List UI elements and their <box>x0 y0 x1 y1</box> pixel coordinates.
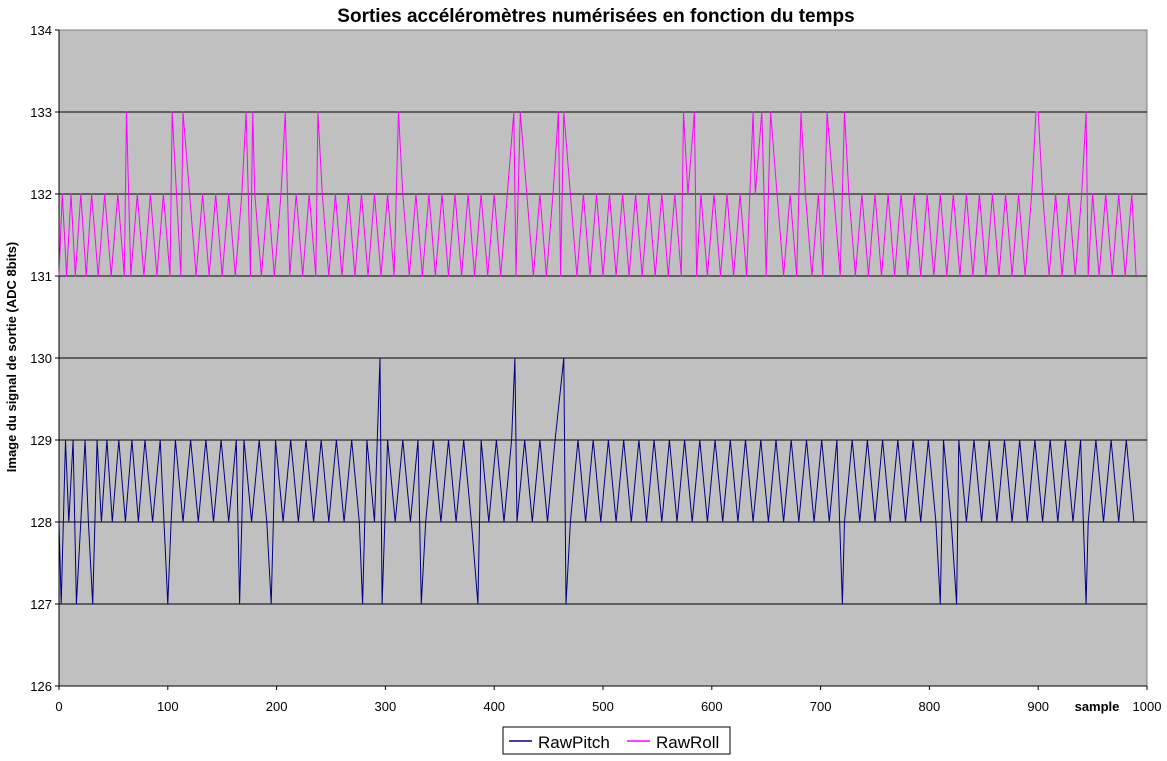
y-axis-label: Image du signal de sortie (ADC 8bits) <box>4 242 19 472</box>
y-tick-label: 133 <box>30 105 52 120</box>
legend-label-rawpitch: RawPitch <box>538 733 610 752</box>
x-tick-label: 500 <box>592 699 614 714</box>
x-tick-label: 300 <box>375 699 397 714</box>
plot-area-group: 126 127 128 129 130 131 132 133 134 0 100 200 300 400… <box>30 23 1161 714</box>
y-tick-label: 132 <box>30 187 52 202</box>
x-tick-label: 400 <box>483 699 505 714</box>
y-tick-label: 130 <box>30 351 52 366</box>
series-line-rawpitch <box>58 357 1135 605</box>
y-tick-label: 131 <box>30 269 52 284</box>
x-axis-label: sample <box>1075 699 1120 714</box>
x-tick-label: 600 <box>701 699 723 714</box>
x-tick-label: 0 <box>55 699 62 714</box>
x-tick-label: 200 <box>266 699 288 714</box>
y-tick-label: 128 <box>30 515 52 530</box>
legend-label-rawroll: RawRoll <box>656 733 719 752</box>
x-tick-label: 900 <box>1027 699 1049 714</box>
x-tick-label: 700 <box>810 699 832 714</box>
chart-title: Sorties accéléromètres numérisées en fon… <box>337 6 854 27</box>
series-line-rawroll <box>58 111 1137 277</box>
y-tick-label: 126 <box>30 679 52 694</box>
x-tick-label: 100 <box>157 699 179 714</box>
y-tick-label: 134 <box>30 23 52 38</box>
legend: RawPitch RawRoll <box>502 726 731 755</box>
y-tick-label: 127 <box>30 597 52 612</box>
legend-box <box>502 726 731 755</box>
x-tick-label: 800 <box>919 699 941 714</box>
y-tick-label: 129 <box>30 433 52 448</box>
x-tick-label: 1000 <box>1133 699 1162 714</box>
